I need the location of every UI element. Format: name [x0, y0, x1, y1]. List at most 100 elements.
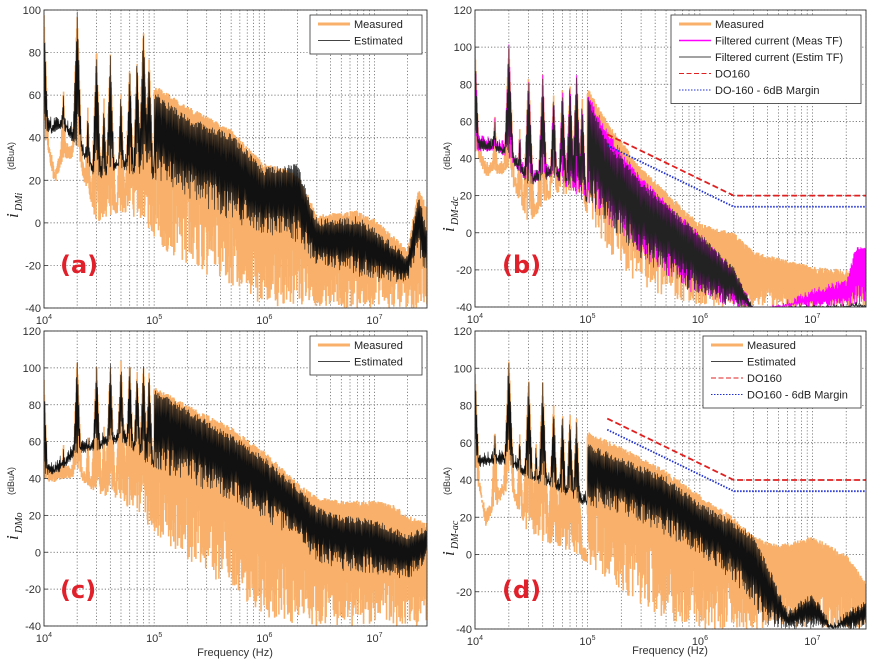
panel-tag-a: (a)	[60, 251, 98, 279]
legend-label: Estimated	[354, 357, 403, 369]
legend-item: Filtered current (Meas TF)	[679, 36, 843, 48]
x-tick-label: 106	[692, 635, 708, 648]
legend-c: Measured Estimated	[309, 335, 423, 376]
legend-box	[309, 14, 423, 55]
x-axis-label-c: Frequency (Hz)	[197, 647, 273, 659]
y-tick-label: 80	[29, 400, 41, 412]
y-tick-label: 20	[460, 512, 472, 524]
y-tick-label: 80	[460, 401, 472, 413]
y-tick-label: 40	[29, 474, 41, 486]
svg-text:i: i	[439, 551, 458, 556]
x-tick-label: 104	[36, 632, 52, 645]
svg-text:DMi: DMi	[14, 192, 25, 212]
x-tick-label: 106	[692, 313, 708, 326]
y-axis-unit-d: (dBuA)	[442, 467, 452, 495]
legend-item: DO160	[711, 373, 782, 385]
y-axis-label-d: i DM-ac	[439, 520, 461, 556]
y-tick-label: 100	[454, 363, 472, 375]
y-tick-label: -40	[25, 303, 41, 315]
y-axis-unit-b: (dBuA)	[442, 142, 452, 170]
legend-item: DO160 - 6dB Margin	[711, 390, 848, 402]
legend-label: DO160	[715, 69, 750, 81]
legend-label: Measured	[715, 19, 764, 31]
y-tick-label: 60	[29, 437, 41, 449]
traces-c	[44, 360, 427, 626]
svg-text:DMo: DMo	[14, 512, 25, 534]
x-tick-label: 105	[579, 313, 595, 326]
legend-box	[702, 335, 862, 409]
legend-item: Measured	[318, 340, 403, 352]
panel-tag-c: (c)	[60, 576, 96, 604]
y-tick-label: 100	[454, 42, 472, 54]
traces-a	[44, 11, 427, 308]
x-tick-label: 104	[467, 635, 483, 648]
legend-label: Measured	[354, 340, 403, 352]
y-tick-label: 20	[29, 510, 41, 522]
x-axis-label-d: Frequency (Hz)	[632, 645, 708, 657]
y-tick-label: 80	[460, 79, 472, 91]
series-filtered-current-meas-tf-	[475, 44, 866, 307]
svg-text:DM-dc: DM-dc	[450, 196, 461, 226]
y-tick-label: 100	[23, 5, 41, 17]
legend-label: Estimated	[354, 36, 403, 48]
panel-tag-d: (d)	[502, 576, 541, 604]
axes-box-a	[43, 9, 428, 309]
y-tick-label: -40	[456, 624, 472, 636]
legend-d: Measured Estimated DO160 DO160 - 6dB Margin	[702, 335, 862, 409]
y-tick-label: -20	[456, 587, 472, 599]
y-tick-label: 80	[29, 48, 41, 60]
x-tick-label: 107	[804, 313, 820, 326]
svg-text:i: i	[439, 227, 458, 232]
y-tick-label: -40	[456, 302, 472, 314]
x-tick-label: 107	[804, 635, 820, 648]
legend-b: Measured Filtered current (Meas TF) Filter…	[670, 14, 862, 104]
y-tick-label: -20	[25, 260, 41, 272]
legend-label: Measured	[354, 19, 403, 31]
legend-item: DO160	[679, 69, 750, 81]
legend-item: Filtered current (Estim TF)	[679, 52, 843, 64]
panel-tag-b: (b)	[502, 251, 541, 279]
x-tick-label: 105	[146, 632, 162, 645]
y-tick-label: 120	[454, 326, 472, 338]
y-tick-label: 120	[23, 326, 41, 338]
x-tick-label: 105	[579, 635, 595, 648]
x-tick-label: 106	[256, 632, 272, 645]
y-tick-label: 0	[35, 218, 41, 230]
legend-label: Filtered current (Meas TF)	[715, 36, 843, 48]
svg-text:DM-ac: DM-ac	[450, 520, 461, 550]
series-estimated	[44, 361, 427, 579]
legend-item: Measured	[679, 19, 764, 31]
y-tick-label: 0	[466, 550, 472, 562]
legend-label: DO-160 - 6dB Margin	[715, 85, 820, 97]
y-tick-label: -40	[25, 621, 41, 633]
y-axis-label-c: i DMo	[3, 512, 25, 540]
legend-item: Estimated	[711, 357, 796, 369]
y-axis-label-b: i DM-dc	[439, 196, 461, 232]
legend-item: Estimated	[318, 357, 403, 369]
y-tick-label: -20	[456, 265, 472, 277]
x-tick-label: 104	[467, 313, 483, 326]
legend-box	[309, 335, 423, 376]
y-tick-label: 100	[23, 363, 41, 375]
y-tick-label: 60	[460, 116, 472, 128]
legend-label: DO160 - 6dB Margin	[747, 390, 848, 402]
legend-box	[670, 14, 862, 104]
y-tick-label: 20	[460, 191, 472, 203]
y-tick-label: 20	[29, 175, 41, 187]
limit-do160	[606, 417, 866, 481]
limit-do160-6db-margin	[606, 428, 866, 493]
y-tick-label: 60	[460, 438, 472, 450]
legend-label: DO160	[747, 373, 782, 385]
y-tick-label: 0	[466, 228, 472, 240]
y-tick-label: -20	[25, 584, 41, 596]
traces-b	[475, 44, 866, 307]
y-axis-unit-a: (dBuA)	[6, 142, 16, 170]
y-axis-unit-c: (dBuA)	[6, 467, 16, 495]
series-estimated	[475, 363, 866, 629]
legend-item: DO-160 - 6dB Margin	[679, 85, 820, 97]
legend-label: Measured	[747, 340, 796, 352]
panel-d: -40 -20 0 20 40 60 80 100 120 104 105 106 107 Measure…	[439, 326, 867, 657]
y-tick-label: 40	[460, 475, 472, 487]
panel-a: -40 -20 0 20 40 60 80 100 104 105 106 107 Measured Es…	[3, 5, 428, 327]
